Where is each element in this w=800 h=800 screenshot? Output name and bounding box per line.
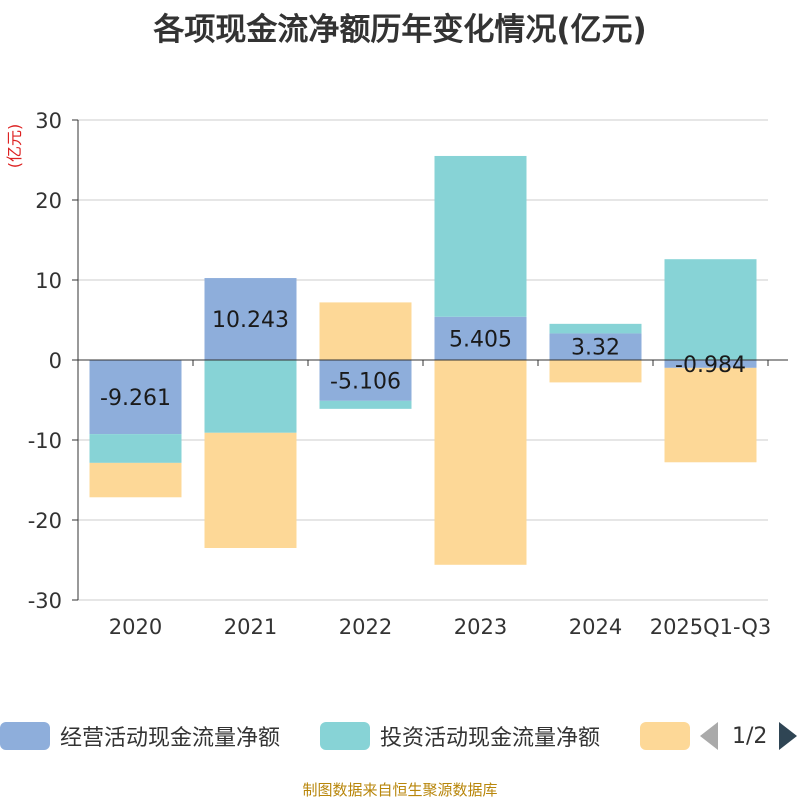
- legend-next-icon[interactable]: [779, 722, 798, 750]
- bar: [549, 360, 642, 383]
- x-tick-label: 2024: [569, 615, 622, 639]
- legend-swatch-investing: [320, 722, 370, 750]
- axes: [72, 119, 788, 601]
- x-tick-label: 2020: [109, 615, 162, 639]
- chart-title: 各项现金流净额历年变化情况(亿元): [153, 12, 647, 48]
- legend-item-financing[interactable]: [640, 716, 700, 756]
- x-tick-label: 2023: [454, 615, 507, 639]
- bar: [434, 360, 527, 565]
- legend-label-operating: 经营活动现金流量净额: [60, 726, 281, 751]
- bar: [89, 434, 182, 463]
- bar: [89, 462, 182, 498]
- y-tick-label: 30: [35, 109, 62, 133]
- bar: [204, 432, 297, 548]
- source-note: 制图数据来自恒生聚源数据库: [302, 781, 498, 799]
- bar: [549, 323, 642, 334]
- legend-prev-icon[interactable]: [700, 722, 718, 750]
- legend-label-investing: 投资活动现金流量净额: [380, 726, 601, 751]
- bar: [434, 316, 527, 360]
- legend-page-indicator: 1/2: [732, 723, 768, 749]
- bar: [319, 400, 412, 409]
- data-label: 10.243: [212, 308, 289, 333]
- legend-swatch-operating: [0, 722, 50, 750]
- y-tick-label: -20: [28, 509, 62, 533]
- data-label: -5.106: [330, 369, 401, 394]
- y-tick-label: -30: [28, 589, 62, 613]
- x-tick-label: 2022: [339, 615, 392, 639]
- bar: [204, 360, 297, 433]
- x-axis-ticks: 2020 2021 2022 2023 2024 2025Q1-Q3: [109, 615, 772, 639]
- x-tick-label: 2025Q1-Q3: [650, 615, 772, 639]
- bar: [664, 367, 757, 463]
- y-tick-label: -10: [28, 429, 62, 453]
- bar: [434, 155, 527, 317]
- legend-pager: 1/2: [700, 716, 798, 756]
- data-label: 5.405: [449, 327, 512, 352]
- y-axis-title: (亿元): [5, 124, 24, 169]
- data-label: 3.32: [571, 336, 620, 361]
- bar: [319, 360, 412, 401]
- data-label: -0.984: [675, 353, 746, 378]
- bar-series: [89, 155, 757, 565]
- bar: [204, 278, 297, 360]
- legend-swatch-financing: [640, 722, 690, 750]
- x-tick-label: 2021: [224, 615, 277, 639]
- data-labels: -9.261 10.243 -5.106 5.405 3.32 -0.984: [100, 308, 746, 411]
- bar: [664, 360, 757, 368]
- bar: [549, 333, 642, 360]
- legend-item-investing[interactable]: 投资活动现金流量净额: [320, 716, 600, 756]
- legend: 经营活动现金流量净额 投资活动现金流量净额: [0, 716, 800, 756]
- legend-item-operating[interactable]: 经营活动现金流量净额: [0, 716, 280, 756]
- bar: [89, 360, 182, 435]
- y-tick-label: 20: [35, 189, 62, 213]
- bar: [319, 302, 412, 360]
- y-tick-label: 0: [49, 349, 62, 373]
- bar: [664, 259, 757, 360]
- y-tick-label: 10: [35, 269, 62, 293]
- data-label: -9.261: [100, 386, 171, 411]
- y-axis-ticks: 30 20 10 0 -10 -20 -30: [28, 109, 62, 613]
